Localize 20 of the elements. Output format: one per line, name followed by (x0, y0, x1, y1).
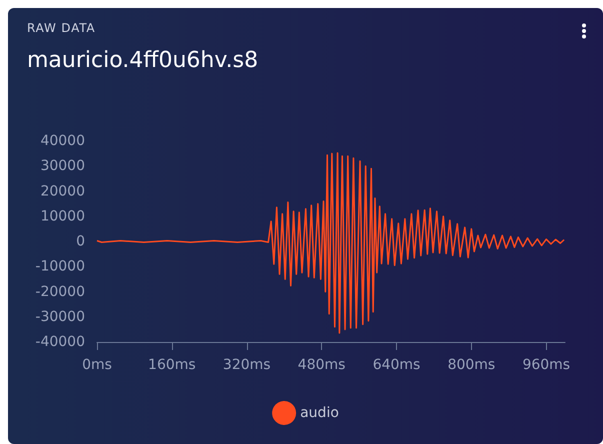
y-tick-label: 10000 (40, 208, 85, 224)
x-tick-label: 960ms (522, 357, 570, 373)
y-tick-label: 30000 (40, 158, 85, 174)
y-tick-label: 40000 (40, 133, 85, 149)
y-tick-label: 0 (76, 234, 85, 250)
x-tick-label: 480ms (298, 357, 346, 373)
y-tick-label: -10000 (35, 258, 85, 275)
x-tick-label: 160ms (148, 357, 196, 373)
x-tick-label: 800ms (448, 357, 496, 373)
x-tick-label: 320ms (222, 357, 271, 373)
x-tick-label: 640ms (372, 357, 420, 373)
y-tick-label: -40000 (35, 334, 85, 350)
x-tick-label: 0ms (82, 357, 112, 373)
line-series (96, 152, 565, 334)
y-tick-label: 20000 (40, 183, 85, 200)
y-tick-label: -30000 (35, 308, 85, 325)
legend-label: audio (300, 405, 339, 421)
y-tick-label: -20000 (35, 284, 85, 300)
chart-subtitle: RAW DATA (27, 21, 96, 35)
chart-title: mauricio.4ff0u6hv.s8 (27, 48, 258, 73)
